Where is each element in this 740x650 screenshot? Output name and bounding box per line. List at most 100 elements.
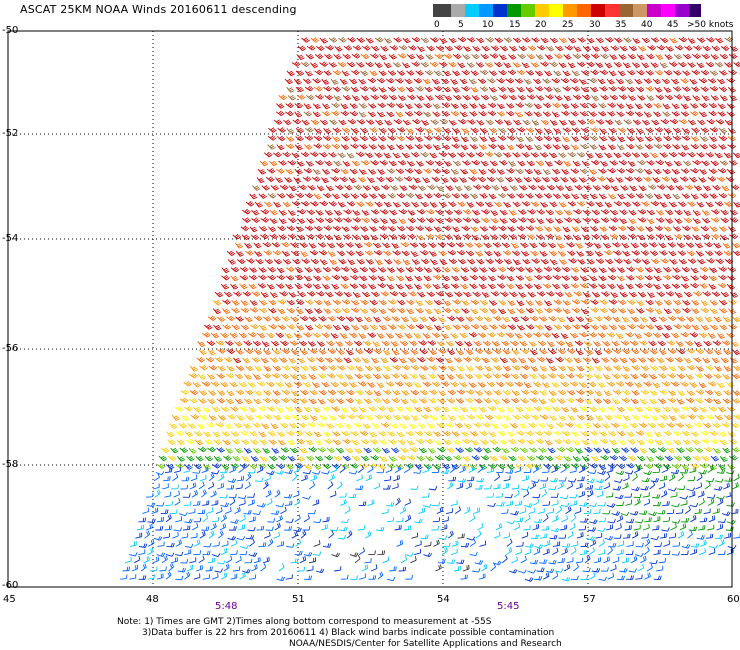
wind-barb (424, 541, 432, 547)
wind-barb (463, 291, 472, 298)
wind-barb (620, 511, 630, 516)
wind-barb (509, 291, 518, 298)
wind-barb (342, 455, 352, 462)
wind-barb (520, 242, 529, 248)
wind-barb (398, 44, 408, 51)
wind-barb (544, 300, 553, 307)
wind-barb (204, 439, 213, 445)
wind-barb (251, 217, 260, 223)
wind-barb (225, 340, 234, 346)
wind-barb (619, 567, 628, 573)
wind-barb (716, 523, 724, 531)
wind-barb (408, 45, 417, 51)
wind-barb (579, 168, 589, 174)
wind-barb (156, 516, 164, 523)
wind-barb (541, 176, 551, 183)
wind-barb (206, 507, 214, 515)
wind-barb (332, 324, 342, 331)
wind-barb (223, 291, 233, 298)
wind-barb (473, 373, 483, 379)
wind-barb (482, 340, 492, 347)
wind-barb (229, 381, 238, 388)
wind-barb (289, 340, 299, 346)
wind-barb (438, 250, 447, 256)
wind-barb (507, 127, 516, 134)
wind-barb (709, 136, 718, 142)
wind-barb (584, 554, 591, 564)
wind-barb (511, 390, 520, 396)
wind-barb (601, 423, 611, 429)
wind-barb (589, 572, 596, 580)
wind-barb (548, 559, 557, 565)
wind-barb (266, 283, 275, 290)
wind-barb (262, 447, 271, 454)
wind-barb (494, 201, 503, 208)
wind-barb (576, 414, 586, 421)
wind-barb (424, 430, 433, 437)
wind-barb (383, 62, 392, 69)
wind-barb (671, 406, 680, 413)
wind-barb (613, 478, 623, 484)
wind-barb (264, 474, 271, 482)
legend-label: 15 (509, 20, 521, 30)
wind-barb (322, 192, 332, 199)
wind-barb (402, 201, 411, 208)
wind-barb (655, 94, 665, 100)
wind-barb (377, 168, 386, 175)
wind-barb (704, 316, 713, 323)
wind-barb (370, 53, 379, 59)
wind-barb (694, 242, 704, 249)
wind-barb (211, 406, 221, 413)
wind-barb (285, 102, 294, 108)
wind-barb (186, 564, 194, 572)
legend-swatch (605, 4, 619, 17)
wind-barb (534, 300, 544, 306)
wind-barb (652, 332, 662, 338)
wind-barb (331, 266, 341, 272)
wind-barb (466, 201, 475, 208)
wind-barb (335, 447, 345, 454)
wind-barb (346, 201, 356, 207)
wind-barb (546, 341, 555, 348)
wind-barb (391, 447, 400, 454)
wind-barb (201, 526, 210, 531)
wind-barb (354, 242, 363, 249)
wind-barb (638, 422, 648, 428)
wind-barb (315, 455, 324, 462)
wind-barb (593, 242, 602, 249)
wind-barb (562, 324, 572, 330)
wind-barb (644, 572, 651, 580)
wind-barb (707, 494, 716, 499)
wind-barb (293, 465, 301, 474)
wind-barb (455, 447, 465, 453)
wind-barb (554, 568, 564, 573)
wind-barb (558, 414, 567, 421)
wind-barb (341, 85, 351, 92)
wind-barb (616, 144, 625, 151)
wind-barb (432, 111, 441, 117)
wind-barb (472, 45, 481, 52)
wind-barb (173, 490, 180, 498)
wind-barb (653, 431, 662, 438)
wind-barb (718, 86, 728, 92)
wind-barb (360, 438, 370, 445)
wind-barb (585, 389, 594, 395)
wind-barb (525, 193, 534, 199)
wind-barb (183, 466, 191, 474)
wind-barb (677, 151, 687, 157)
wind-barb (461, 127, 470, 134)
wind-barb (468, 78, 477, 85)
wind-barb (582, 357, 592, 363)
wind-barb (240, 300, 249, 306)
wind-barb (465, 349, 474, 355)
wind-barb (330, 466, 338, 474)
wind-barb (264, 414, 273, 420)
wind-barb (447, 365, 456, 372)
wind-barb (686, 348, 696, 354)
wind-barb (517, 233, 527, 240)
wind-barb (271, 242, 281, 248)
wind-barb (447, 249, 457, 256)
wind-barb (692, 53, 701, 59)
wind-barb (542, 382, 551, 389)
wind-barb (704, 397, 713, 404)
